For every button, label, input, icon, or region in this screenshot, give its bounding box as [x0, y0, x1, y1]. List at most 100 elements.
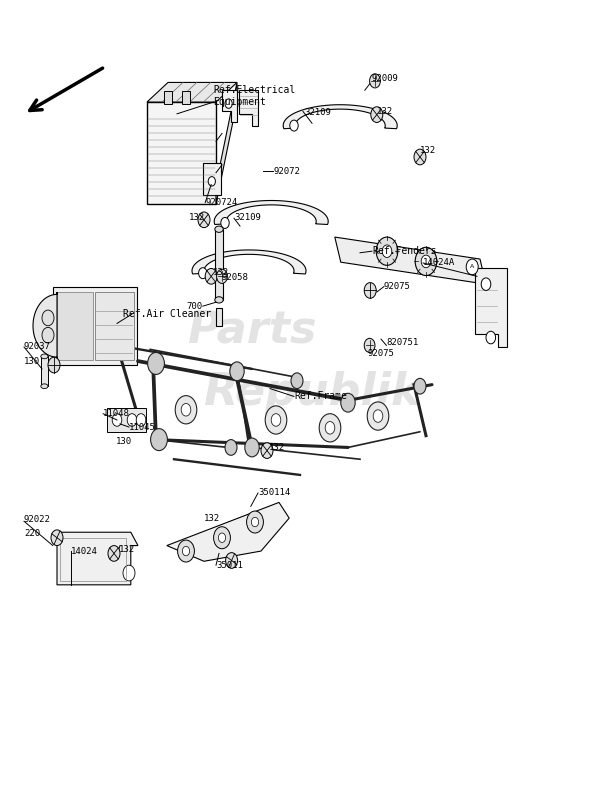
Circle shape — [271, 414, 281, 426]
Circle shape — [373, 410, 383, 422]
Circle shape — [265, 406, 287, 434]
Text: 130: 130 — [24, 356, 40, 366]
Ellipse shape — [41, 384, 48, 389]
Text: 92075: 92075 — [367, 349, 394, 358]
Ellipse shape — [215, 297, 223, 303]
Bar — [95, 292, 134, 360]
Circle shape — [42, 310, 54, 326]
Circle shape — [198, 212, 210, 228]
Circle shape — [230, 362, 244, 381]
Circle shape — [371, 107, 383, 122]
Circle shape — [221, 217, 229, 228]
Circle shape — [382, 245, 392, 257]
Circle shape — [367, 402, 389, 430]
Circle shape — [364, 283, 376, 298]
Circle shape — [481, 278, 491, 290]
Circle shape — [42, 327, 54, 343]
Ellipse shape — [215, 226, 223, 232]
Text: 35011: 35011 — [216, 560, 243, 570]
Bar — [41, 356, 48, 386]
Text: 92037: 92037 — [24, 342, 51, 352]
Circle shape — [226, 553, 238, 568]
Text: 92075: 92075 — [384, 282, 411, 291]
Polygon shape — [475, 268, 507, 347]
Circle shape — [364, 338, 375, 352]
Text: Republik: Republik — [203, 371, 421, 414]
Circle shape — [208, 177, 215, 186]
Circle shape — [325, 422, 335, 434]
FancyBboxPatch shape — [57, 292, 93, 360]
Circle shape — [421, 255, 431, 268]
Text: 132: 132 — [420, 146, 436, 155]
Bar — [60, 538, 126, 581]
Text: 132: 132 — [204, 513, 220, 523]
Text: 32109: 32109 — [234, 213, 261, 222]
Circle shape — [225, 99, 232, 108]
Bar — [164, 91, 172, 104]
Bar — [147, 102, 216, 204]
Bar — [182, 91, 190, 104]
Circle shape — [290, 120, 298, 131]
Text: Ref.Frame: Ref.Frame — [294, 392, 347, 401]
Text: A: A — [470, 265, 475, 269]
Circle shape — [247, 511, 263, 533]
Circle shape — [51, 530, 63, 546]
Circle shape — [199, 268, 207, 279]
Polygon shape — [335, 237, 486, 284]
Circle shape — [205, 268, 217, 284]
Polygon shape — [33, 292, 57, 360]
Circle shape — [376, 237, 398, 265]
Polygon shape — [216, 82, 237, 204]
Text: Ref.Electrical: Ref.Electrical — [213, 86, 295, 95]
Circle shape — [245, 438, 259, 457]
Polygon shape — [57, 532, 138, 585]
Text: 11048: 11048 — [103, 409, 130, 418]
Circle shape — [261, 443, 273, 458]
Circle shape — [123, 565, 135, 581]
Circle shape — [251, 517, 259, 527]
Text: 132: 132 — [119, 545, 135, 554]
Circle shape — [151, 429, 167, 451]
Text: 92022: 92022 — [24, 515, 51, 524]
Text: 132: 132 — [377, 107, 393, 116]
Circle shape — [414, 378, 426, 394]
Polygon shape — [283, 104, 397, 129]
Circle shape — [225, 440, 237, 455]
Text: 11045: 11045 — [129, 422, 156, 432]
Text: 92058: 92058 — [222, 272, 249, 282]
Text: 14024A: 14024A — [423, 258, 455, 268]
Circle shape — [291, 373, 303, 389]
Circle shape — [486, 331, 496, 344]
Circle shape — [414, 149, 426, 165]
Ellipse shape — [41, 354, 48, 359]
Text: 132: 132 — [189, 213, 205, 222]
Text: 700: 700 — [187, 301, 203, 311]
Polygon shape — [215, 229, 223, 300]
Circle shape — [178, 540, 194, 562]
Circle shape — [218, 533, 226, 542]
Circle shape — [182, 546, 190, 556]
Circle shape — [415, 247, 437, 276]
Circle shape — [148, 352, 164, 374]
Circle shape — [217, 269, 227, 283]
Circle shape — [108, 546, 120, 561]
Polygon shape — [222, 90, 237, 122]
Circle shape — [48, 357, 60, 373]
Polygon shape — [216, 308, 222, 326]
FancyBboxPatch shape — [53, 287, 137, 365]
Text: 132: 132 — [269, 443, 285, 452]
Polygon shape — [214, 200, 328, 225]
Text: 92072: 92072 — [273, 166, 300, 176]
Circle shape — [466, 259, 478, 275]
Text: Parts: Parts — [187, 309, 317, 351]
Polygon shape — [239, 90, 258, 126]
Circle shape — [127, 414, 137, 426]
Circle shape — [136, 414, 146, 426]
Text: 130: 130 — [116, 436, 132, 446]
Text: 820751: 820751 — [386, 338, 419, 347]
FancyBboxPatch shape — [203, 163, 221, 195]
Circle shape — [214, 527, 230, 549]
Text: Equipment: Equipment — [213, 97, 266, 107]
Polygon shape — [167, 502, 289, 561]
Circle shape — [112, 414, 122, 426]
